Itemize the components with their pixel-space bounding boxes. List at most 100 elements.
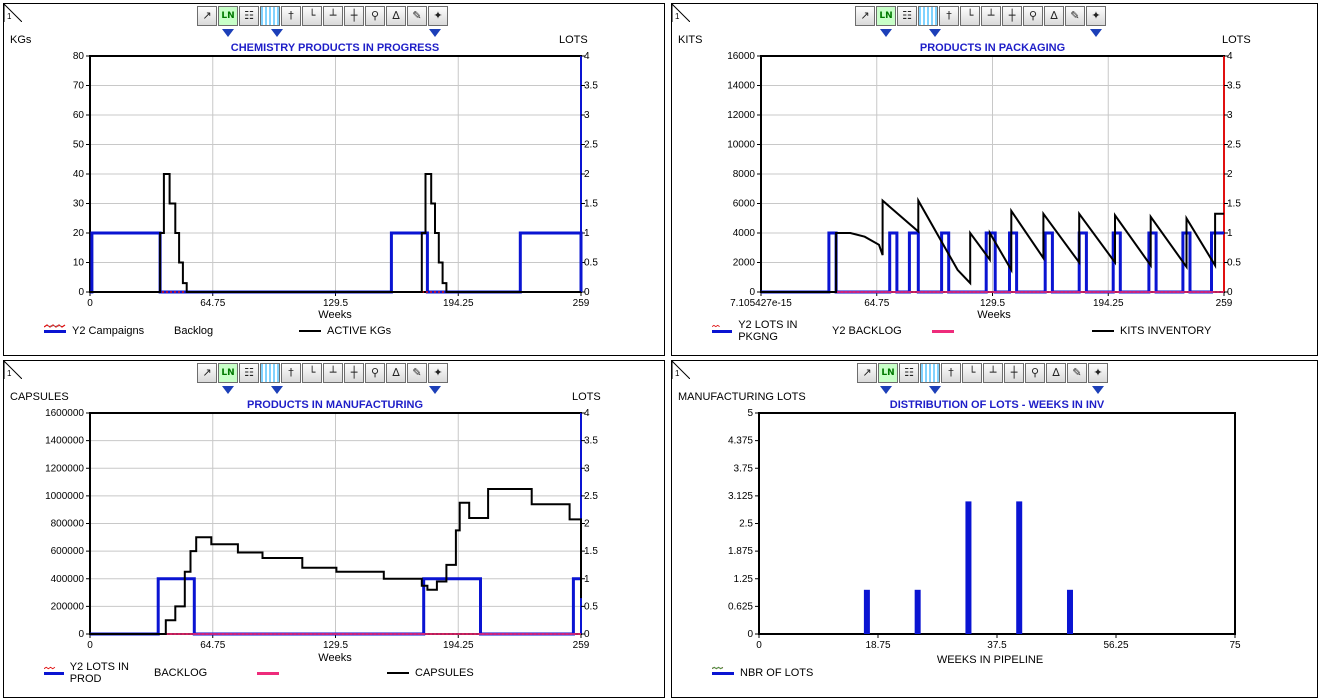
legend-label: Backlog (174, 325, 214, 337)
x-tick-label: 259 (1216, 298, 1233, 309)
x-tick-label: 129.5 (323, 640, 348, 651)
chart-type-icon[interactable]: ↗ (197, 6, 217, 26)
y2-tick-label: 1.5 (584, 546, 598, 557)
chart-legend: Y2 Campaigns Backlog ACTIVE KGs (44, 324, 604, 338)
compass-icon[interactable]: ∆ (1044, 6, 1064, 26)
y-tick-label: 2.5 (739, 519, 753, 530)
line-mode-icon[interactable]: LN (218, 363, 238, 383)
paint-icon[interactable]: ✦ (1086, 6, 1106, 26)
pin-icon[interactable]: † (941, 363, 961, 383)
y-tick-label: 20 (73, 228, 85, 239)
axis-xy-icon[interactable]: ┼ (344, 6, 364, 26)
chart-legend: NBR OF LOTS (712, 666, 1312, 680)
compass-icon[interactable]: ∆ (386, 363, 406, 383)
pin-icon[interactable]: † (281, 363, 301, 383)
bar (1016, 501, 1023, 634)
axis-x-icon[interactable]: └ (302, 363, 322, 383)
line-mode-icon[interactable]: LN (876, 6, 896, 26)
compass-icon[interactable]: ∆ (1046, 363, 1066, 383)
zoom-icon[interactable]: ⚲ (365, 6, 385, 26)
legend-label: Y2 LOTS IN PROD (69, 661, 129, 685)
chart-toolbar: ↗ LN ☷ † └ ┴ ┼ ⚲ ∆ ✎ ✦ (197, 363, 449, 385)
chemistry-chart-panel: ↗ LN ☷ † └ ┴ ┼ ⚲ ∆ ✎ ✦ KGs LOTS CHEMISTRY PRODUCTS… (3, 3, 665, 356)
axis-xy-icon[interactable]: ┼ (344, 363, 364, 383)
y-tick-label: 4.375 (728, 436, 753, 447)
legend-label: BACKLOG (154, 667, 208, 679)
chart-toolbar: ↗ LN ☷ † └ ┴ ┼ ⚲ ∆ ✎ ✦ (857, 363, 1109, 385)
axis-y-icon[interactable]: ┴ (323, 363, 343, 383)
paint-icon[interactable]: ✦ (428, 363, 448, 383)
pencil-icon[interactable]: ✎ (407, 363, 427, 383)
zoom-icon[interactable]: ⚲ (365, 363, 385, 383)
y-tick-label: 2000 (733, 258, 756, 269)
axis-x-icon[interactable]: └ (302, 6, 322, 26)
data-table-icon[interactable]: ☷ (239, 363, 259, 383)
pencil-icon[interactable]: ✎ (1067, 363, 1087, 383)
axis-y-icon[interactable]: ┴ (981, 6, 1001, 26)
toolbar-marker (929, 29, 941, 37)
x-tick-label: 75 (1229, 640, 1241, 651)
y2-tick-label: 3.5 (584, 81, 598, 92)
paint-icon[interactable]: ✦ (1088, 363, 1108, 383)
x-axis-label: Weeks (318, 652, 352, 664)
compass-icon[interactable]: ∆ (386, 6, 406, 26)
chart-title: PRODUCTS IN PACKAGING (919, 42, 1066, 54)
grid-icon[interactable] (260, 6, 280, 26)
x-tick-label: 64.75 (200, 298, 225, 309)
y2-tick-label: 1.5 (1227, 199, 1241, 210)
chart-title: PRODUCTS IN MANUFACTURING (247, 399, 423, 411)
y2-tick-label: 1 (1227, 228, 1233, 239)
grid-icon[interactable] (260, 363, 280, 383)
y-tick-label: 0 (78, 629, 84, 640)
axis-xy-icon[interactable]: ┼ (1002, 6, 1022, 26)
chart-type-icon[interactable]: ↗ (855, 6, 875, 26)
y2-tick-label: 3 (1227, 110, 1233, 121)
left-axis-label: CAPSULES (10, 391, 69, 403)
legend-swatch (299, 330, 321, 332)
y2-tick-label: 0.5 (1227, 258, 1241, 269)
y2-tick-label: 3 (584, 110, 590, 121)
legend-swatch (48, 325, 62, 327)
y-tick-label: 10000 (727, 140, 755, 151)
panel-corner-icon[interactable]: 1 (4, 4, 22, 22)
y2-tick-label: 4 (584, 51, 590, 62)
chart-type-icon[interactable]: ↗ (197, 363, 217, 383)
y-tick-label: 800000 (51, 519, 85, 530)
pin-icon[interactable]: † (281, 6, 301, 26)
y-tick-label: 4000 (733, 228, 756, 239)
axis-y-icon[interactable]: ┴ (983, 363, 1003, 383)
pencil-icon[interactable]: ✎ (1065, 6, 1085, 26)
chart-type-icon[interactable]: ↗ (857, 363, 877, 383)
axis-x-icon[interactable]: └ (960, 6, 980, 26)
panel-corner-icon[interactable]: 1 (4, 361, 22, 379)
data-table-icon[interactable]: ☷ (897, 6, 917, 26)
pencil-icon[interactable]: ✎ (407, 6, 427, 26)
zoom-icon[interactable]: ⚲ (1023, 6, 1043, 26)
panel-corner-icon[interactable]: 1 (672, 4, 690, 22)
x-tick-label: 259 (573, 640, 590, 651)
data-table-icon[interactable]: ☷ (239, 6, 259, 26)
paint-icon[interactable]: ✦ (428, 6, 448, 26)
axis-xy-icon[interactable]: ┼ (1004, 363, 1024, 383)
line-mode-icon[interactable]: LN (218, 6, 238, 26)
axis-x-icon[interactable]: └ (962, 363, 982, 383)
y-tick-label: 40 (73, 169, 85, 180)
pin-icon[interactable]: † (939, 6, 959, 26)
y-tick-label: 1400000 (45, 436, 84, 447)
bar (914, 589, 921, 634)
grid-icon[interactable] (920, 363, 940, 383)
x-tick-label: 64.75 (864, 298, 889, 309)
y2-tick-label: 2 (584, 169, 590, 180)
panel-corner-icon[interactable]: 1 (672, 361, 690, 379)
data-table-icon[interactable]: ☷ (899, 363, 919, 383)
line-mode-icon[interactable]: LN (878, 363, 898, 383)
grid-icon[interactable] (918, 6, 938, 26)
legend-swatch (712, 671, 734, 675)
toolbar-marker (222, 29, 234, 37)
y2-tick-label: 2 (1227, 169, 1233, 180)
zoom-icon[interactable]: ⚲ (1025, 363, 1045, 383)
svg-text:1: 1 (675, 369, 680, 378)
chart-legend: Y2 LOTS IN PKGNG Y2 BACKLOG KITS INVENTO… (712, 319, 1312, 343)
legend-label: NBR OF LOTS (740, 667, 814, 679)
axis-y-icon[interactable]: ┴ (323, 6, 343, 26)
